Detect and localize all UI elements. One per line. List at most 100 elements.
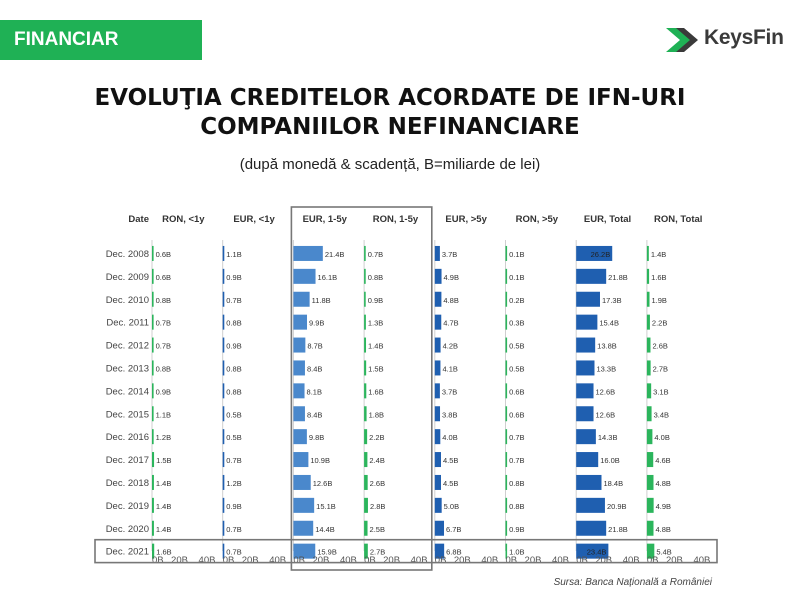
bar-value-label: 0.6B	[509, 410, 524, 419]
bar	[434, 406, 441, 422]
bar-value-label: 16.0B	[600, 456, 620, 465]
title-line-1: EVOLUŢIA CREDITELOR ACORDATE DE IFN-URI	[94, 85, 686, 111]
bar-value-label: 2.6B	[370, 479, 385, 488]
x-tick-label: 40B	[199, 555, 216, 566]
bar	[646, 429, 653, 445]
bar	[434, 245, 440, 261]
bar-value-label: 5.4B	[656, 548, 671, 557]
x-tick-label: 20B	[171, 555, 188, 566]
bar-value-label: 0.3B	[509, 319, 524, 328]
bar-value-label: 3.7B	[442, 387, 457, 396]
bar-value-label: 21.8B	[608, 525, 628, 534]
bar	[505, 291, 508, 307]
column-header: EUR, Total	[584, 214, 631, 225]
bar-value-label: 20.9B	[607, 502, 627, 511]
bar	[576, 520, 607, 536]
bar-value-label: 0.8B	[156, 296, 171, 305]
column-header: RON, <1y	[162, 214, 205, 225]
highlight-frame-1-5y	[290, 206, 433, 571]
row-label: Dec. 2015	[106, 409, 149, 420]
row-label: Dec. 2014	[106, 386, 149, 397]
bar-value-label: 1.5B	[156, 456, 171, 465]
bar-value-label: 0.1B	[509, 250, 524, 259]
bar	[646, 520, 654, 536]
page-title: EVOLUŢIA CREDITELOR ACORDATE DE IFN-URI …	[0, 84, 780, 142]
bar-value-label: 1.6B	[156, 548, 171, 557]
bar	[646, 474, 654, 490]
bar	[434, 474, 441, 490]
bar	[222, 543, 225, 559]
x-tick-label: 0B	[647, 555, 659, 566]
bar	[222, 245, 225, 261]
source-note: Sursa: Banca Națională a României	[553, 577, 712, 588]
bar-value-label: 2.2B	[369, 433, 384, 442]
bar	[152, 245, 154, 261]
column-header: RON, Total	[654, 214, 702, 225]
bar	[576, 337, 596, 353]
bar-value-label: 14.4B	[315, 525, 335, 534]
x-tick-label: 40B	[411, 555, 428, 566]
bar	[576, 497, 605, 513]
bar-value-label: 5.0B	[444, 502, 459, 511]
bar-value-label: 9.9B	[309, 319, 324, 328]
bar	[222, 497, 225, 513]
bar	[646, 314, 650, 330]
bar-value-label: 1.4B	[651, 250, 666, 259]
bar	[646, 543, 655, 559]
bar	[152, 314, 154, 330]
x-tick-label: 20B	[666, 555, 683, 566]
date-column-header: Date	[128, 214, 149, 225]
bar	[434, 497, 442, 513]
bar-value-label: 26.2B	[591, 250, 611, 259]
bar-value-label: 14.3B	[598, 433, 618, 442]
bar	[222, 268, 225, 284]
bar	[505, 406, 508, 422]
bar	[364, 474, 368, 490]
bar	[576, 429, 596, 445]
bar	[293, 268, 316, 284]
bar	[293, 360, 305, 376]
bar	[152, 383, 154, 399]
bar	[646, 383, 652, 399]
bar-value-label: 18.4B	[604, 479, 624, 488]
bar-value-label: 21.8B	[608, 273, 628, 282]
bar	[152, 429, 154, 445]
bar-value-label: 8.4B	[307, 410, 322, 419]
bar	[434, 543, 445, 559]
logo-text: KeysFin	[704, 26, 784, 49]
bar	[576, 360, 595, 376]
bar	[505, 520, 508, 536]
bar	[576, 291, 600, 307]
bar-value-label: 0.7B	[156, 342, 171, 351]
bar-value-label: 0.6B	[509, 387, 524, 396]
bar	[293, 543, 316, 559]
bar	[505, 497, 508, 513]
column-header: RON, >5y	[516, 214, 559, 225]
x-tick-label: 40B	[693, 555, 710, 566]
bar	[505, 314, 508, 330]
row-label: Dec. 2019	[106, 501, 149, 512]
bar-value-label: 0.7B	[226, 456, 241, 465]
bar	[293, 337, 306, 353]
row-label: Dec. 2008	[106, 249, 149, 260]
bar-value-label: 1.2B	[226, 479, 241, 488]
bar	[293, 245, 323, 261]
bar	[152, 520, 154, 536]
bar	[646, 406, 652, 422]
bar-value-label: 4.5B	[443, 479, 458, 488]
bar	[364, 406, 367, 422]
bar	[293, 383, 305, 399]
bar-value-label: 0.9B	[509, 525, 524, 534]
bar-value-label: 1.1B	[156, 410, 171, 419]
bar	[576, 543, 609, 559]
bar	[505, 429, 508, 445]
bar-value-label: 1.2B	[156, 433, 171, 442]
bar	[505, 360, 508, 376]
bar-value-label: 2.7B	[370, 548, 385, 557]
bar-value-label: 2.7B	[653, 364, 668, 373]
bar-value-label: 1.6B	[368, 387, 383, 396]
bar	[364, 360, 367, 376]
bar	[505, 337, 508, 353]
bar-value-label: 1.8B	[369, 410, 384, 419]
bar-value-label: 6.7B	[446, 525, 461, 534]
